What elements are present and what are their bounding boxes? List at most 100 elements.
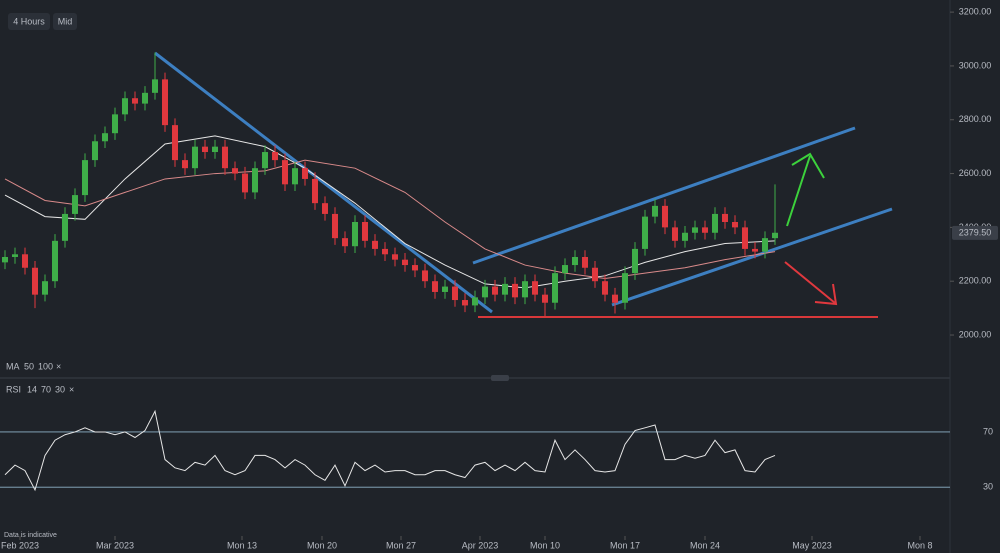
y-tick-label: 70 — [983, 426, 993, 436]
down-arrow — [784, 261, 836, 304]
candle-body — [132, 98, 138, 104]
candle-body — [382, 248, 388, 255]
candle-body — [562, 265, 568, 274]
candle-body — [312, 178, 318, 204]
candle-body — [692, 227, 698, 233]
candle-body — [82, 160, 88, 196]
candle-body — [512, 283, 518, 298]
x-tick-label: Mon 24 — [690, 540, 720, 550]
candle-body — [652, 205, 658, 217]
x-tick-label: Mon 10 — [530, 540, 560, 550]
candle-body — [632, 248, 638, 274]
candle-body — [542, 294, 548, 303]
candle-body — [52, 240, 58, 282]
candle-body — [322, 203, 328, 214]
candle-body — [442, 286, 448, 292]
candle-body — [42, 281, 48, 295]
candle-body — [22, 254, 28, 268]
candle-body — [122, 98, 128, 115]
x-tick-label: Feb 2023 — [1, 540, 39, 550]
candle-body — [402, 259, 408, 266]
channel-line — [611, 207, 893, 307]
x-tick-label: Mon 8 — [907, 540, 932, 550]
candle-body — [252, 168, 258, 193]
candle-body — [182, 160, 188, 169]
candle-body — [682, 232, 688, 241]
pane-resize-handle[interactable] — [491, 375, 509, 381]
candle-body — [232, 168, 238, 174]
rsi-line — [4, 409, 776, 492]
candle-body — [482, 286, 488, 298]
candle-body — [642, 216, 648, 249]
candle-body — [772, 232, 778, 239]
candle-body — [602, 281, 608, 295]
candle-body — [622, 273, 628, 303]
y-tick-label: 2800.00 — [959, 114, 992, 124]
rsi-param: 14 — [27, 384, 37, 394]
ma-close[interactable]: × — [56, 361, 61, 371]
candle-body — [672, 227, 678, 241]
candle-body — [72, 195, 78, 214]
candle-body — [112, 114, 118, 134]
candle-body — [392, 254, 398, 260]
candle-body — [422, 270, 428, 282]
candle-body — [702, 227, 708, 233]
y-tick-label: 2200.00 — [959, 276, 992, 286]
candle-body — [212, 146, 218, 153]
footer-note: Data is indicative — [4, 532, 57, 539]
x-tick-label: Mon 13 — [227, 540, 257, 550]
candle-body — [242, 173, 248, 193]
candle-body — [572, 256, 578, 266]
candle-body — [142, 92, 148, 104]
candle-body — [732, 222, 738, 228]
candle-body — [222, 146, 228, 169]
candle-body — [332, 213, 338, 239]
candle-body — [662, 205, 668, 228]
rsi-close[interactable]: × — [69, 384, 74, 394]
candle-body — [592, 267, 598, 282]
up-arrow — [786, 155, 811, 227]
x-tick-label: Mon 17 — [610, 540, 640, 550]
candle-body — [272, 152, 278, 161]
candle-body — [472, 297, 478, 306]
x-tick-label: Mon 20 — [307, 540, 337, 550]
trend-line — [154, 51, 493, 314]
candle-body — [752, 248, 758, 252]
timeframe-label[interactable]: 4 Hours — [13, 16, 45, 26]
candle-body — [362, 222, 368, 241]
candle-body — [462, 300, 468, 306]
y-tick-label: 30 — [983, 482, 993, 492]
price-type-button[interactable] — [53, 13, 77, 30]
up-arrow-head — [791, 152, 825, 179]
candle-body — [612, 294, 618, 303]
ma-legend-100: 100 — [38, 361, 53, 371]
candle-body — [12, 254, 18, 257]
x-tick-label: Mar 2023 — [96, 540, 134, 550]
candle-body — [712, 213, 718, 233]
candle-body — [552, 273, 558, 303]
candle-body — [282, 160, 288, 185]
rsi-param: 30 — [55, 384, 65, 394]
candle-body — [162, 79, 168, 126]
timeframe-button[interactable] — [8, 13, 50, 30]
candle-body — [2, 256, 8, 263]
last-price-box — [952, 225, 998, 240]
candle-body — [522, 281, 528, 298]
candle-body — [722, 213, 728, 222]
candle-body — [192, 146, 198, 169]
candle-body — [352, 222, 358, 247]
x-tick-label: Apr 2023 — [462, 540, 499, 550]
candle-body — [372, 240, 378, 249]
candle-body — [762, 238, 768, 252]
candle-body — [202, 146, 208, 153]
candle-body — [492, 286, 498, 295]
candle-body — [172, 125, 178, 161]
channel-line — [472, 126, 856, 265]
candle-body — [62, 213, 68, 241]
y-tick-label: 2000.00 — [959, 329, 992, 339]
candle-body — [262, 152, 268, 169]
candle-body — [92, 141, 98, 161]
candle-body — [432, 281, 438, 292]
candle-body — [742, 227, 748, 249]
price-type-label[interactable]: Mid — [58, 16, 73, 26]
